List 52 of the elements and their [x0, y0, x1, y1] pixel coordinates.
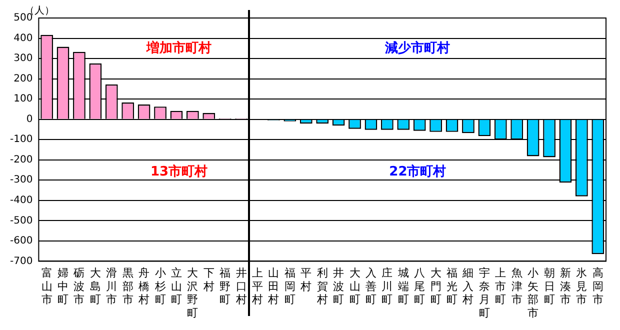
x-tick-label: 福岡町	[284, 266, 296, 306]
x-tick-label: 入善町	[365, 266, 376, 306]
x-tick-label: 舟橋村	[138, 266, 150, 306]
x-tick-label: 八尾町	[414, 266, 426, 306]
x-tick-label: 山田村	[267, 266, 280, 306]
annotation: 増加市町村	[146, 40, 212, 56]
x-tick-label: 下村	[202, 266, 214, 293]
x-tick-label: 小矢部市	[528, 266, 539, 320]
y-tick-label: -300	[10, 174, 33, 186]
x-tick-label: 魚津市	[511, 266, 522, 306]
y-tick-label: -500	[10, 215, 33, 226]
y-tick-label: 400	[14, 32, 33, 44]
annotation: 13市町村	[150, 163, 208, 180]
y-tick-label: -100	[10, 134, 33, 146]
x-tick-label: 大島町	[90, 266, 101, 306]
x-tick-label: 上平村	[251, 266, 264, 306]
x-tick-label: 高岡市	[592, 266, 604, 306]
y-tick-label: 300	[14, 53, 33, 64]
x-tick-label: 井波町	[333, 266, 344, 306]
x-tick-label: 城端町	[396, 266, 409, 306]
x-tick-label: 立山町	[170, 266, 182, 306]
x-tick-label: 大門町	[430, 266, 442, 306]
y-tick-label: 500	[14, 12, 33, 24]
y-tick-label: 0	[26, 114, 33, 125]
x-tick-label: 黒部市	[122, 266, 134, 306]
y-tick-label: -600	[10, 236, 33, 247]
y-tick-label: 200	[14, 73, 33, 84]
x-tick-label: 井口村	[234, 266, 247, 306]
annotation: 減少市町村	[384, 40, 450, 56]
y-tick-label: -400	[10, 194, 33, 206]
annotation: 22市町村	[389, 163, 446, 180]
x-tick-label: 滑川市	[106, 266, 118, 306]
x-tick-label: 上市町	[495, 266, 506, 306]
x-tick-label: 富山市	[41, 266, 52, 306]
x-tick-label: 婦中町	[58, 266, 69, 306]
x-tick-label: 大沢野町	[187, 266, 198, 320]
x-tick-label: 利賀村	[316, 266, 328, 306]
x-tick-label: 細入村	[462, 266, 474, 306]
y-tick-label: -200	[10, 154, 33, 166]
x-tick-label: 小杉町	[154, 266, 166, 306]
x-tick-label: 福野町	[220, 266, 231, 306]
x-tick-label: 宇奈月町	[478, 266, 490, 320]
y-tick-label: -700	[10, 256, 33, 267]
x-tick-label: 庄川町	[382, 266, 393, 306]
x-tick-label: 朝日町	[544, 266, 555, 306]
x-tick-label: 新湊市	[560, 266, 571, 306]
x-tick-label: 氷見市	[576, 266, 588, 306]
x-tick-label: 砺波市	[72, 266, 85, 306]
y-tick-label: 100	[14, 94, 33, 105]
x-tick-label: 平村	[300, 266, 312, 293]
x-tick-label: 大山町	[349, 266, 360, 306]
x-tick-label: 福光町	[446, 266, 458, 306]
